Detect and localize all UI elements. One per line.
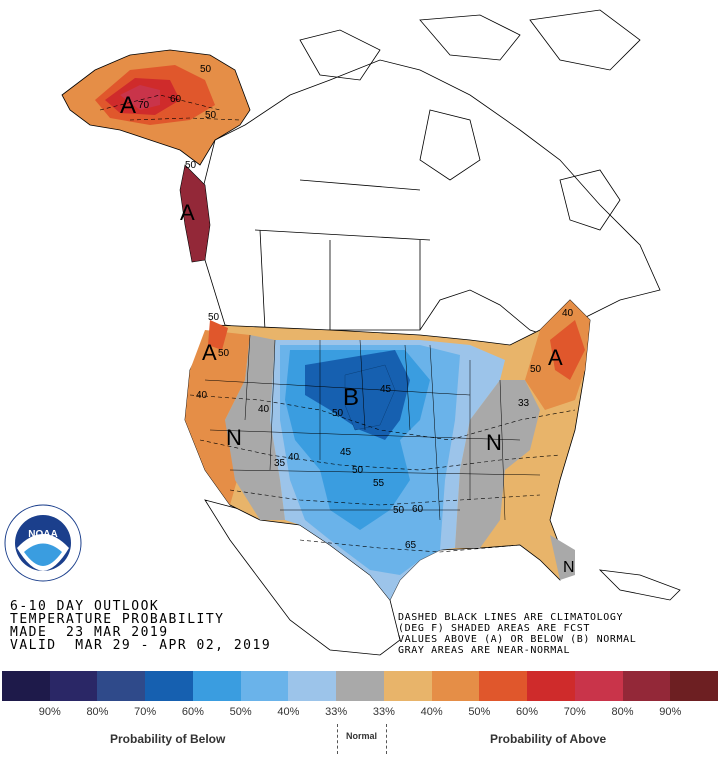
contour-label: 60 — [170, 94, 182, 105]
legend-swatch — [49, 671, 98, 701]
contour-label: 50 — [218, 348, 230, 359]
contour-label: 65 — [405, 540, 417, 551]
contour-label: 50 — [393, 505, 405, 516]
notes-line-2: (DEG F) SHADED AREAS ARE FCST — [398, 623, 590, 634]
probability-legend — [2, 671, 719, 701]
contour-label: 60 — [412, 504, 424, 515]
contour-label: 50 — [208, 312, 220, 323]
contour-label: 45 — [380, 384, 392, 395]
contour-label: 40 — [288, 452, 300, 463]
legend-label: 33% — [325, 706, 348, 718]
above-group-label: Probability of Above — [490, 732, 607, 746]
legend-label: 80% — [86, 706, 109, 718]
legend-label: 50% — [229, 706, 252, 718]
legend-swatch — [574, 671, 623, 701]
legend-swatch — [622, 671, 671, 701]
notes-line-3: VALUES ABOVE (A) OR BELOW (B) NORMAL — [398, 634, 637, 645]
contour-label: 70 — [138, 100, 150, 111]
noaa-logo-text: NOAA — [28, 529, 57, 540]
legend-swatch — [527, 671, 575, 701]
legend-label: 50% — [468, 706, 491, 718]
legend-swatch — [288, 671, 337, 701]
noaa-logo: NOAA — [4, 504, 82, 582]
west-n-label: N — [226, 425, 242, 450]
normal-divider-left — [337, 724, 338, 754]
east-a-label: A — [548, 345, 563, 370]
contour-label: 50 — [205, 110, 217, 121]
outlook-map: A A A A B N N N 70 50 50 60 50 50 50 40 … — [4, 9, 681, 656]
legend-swatch — [192, 671, 241, 701]
outlook-line-3: MADE 23 MAR 2019 — [10, 625, 169, 640]
contour-label: 50 — [185, 160, 197, 171]
legend-swatch — [479, 671, 528, 701]
legend-label: 70% — [563, 706, 586, 718]
contour-label: 55 — [373, 478, 385, 489]
legend-label: 90% — [38, 706, 61, 718]
below-group-label: Probability of Below — [110, 732, 226, 746]
legend-swatch — [145, 671, 193, 701]
contour-label: 40 — [196, 390, 208, 401]
legend-label: 80% — [611, 706, 634, 718]
legend-label: 70% — [134, 706, 157, 718]
legend-label: 40% — [277, 706, 300, 718]
notes-line-1: DASHED BLACK LINES ARE CLIMATOLOGY — [398, 612, 624, 623]
legend-swatch — [431, 671, 480, 701]
notes-line-4: GRAY AREAS ARE NEAR-NORMAL — [398, 645, 571, 656]
contour-label: 50 — [530, 364, 542, 375]
panhandle-region — [179, 164, 211, 263]
legend-swatch — [97, 671, 146, 701]
legend-swatch — [240, 671, 289, 701]
florida-n-label: N — [563, 559, 575, 576]
legend-label: 60% — [516, 706, 539, 718]
legend-label: 40% — [420, 706, 443, 718]
legend-swatch — [336, 671, 384, 701]
legend-label: 60% — [181, 706, 204, 718]
contour-label: 45 — [340, 447, 352, 458]
outlook-line-2: TEMPERATURE PROBABILITY — [10, 612, 225, 627]
alaska-a-label: A — [120, 92, 136, 119]
contour-label: 50 — [332, 408, 344, 419]
central-b-label: B — [343, 384, 359, 411]
west-a-label: A — [202, 340, 217, 365]
contour-label: 40 — [258, 404, 270, 415]
contour-label: 50 — [200, 64, 212, 75]
map-notes: DASHED BLACK LINES ARE CLIMATOLOGY (DEG F… — [398, 612, 636, 656]
legend-labels: 90% 80% 70% 60% 50% 40% 33% 33% 40% 50% 60% 70% 80% 9… — [2, 706, 718, 718]
legend-label: 33% — [372, 706, 395, 718]
outlook-title-block: 6-10 DAY OUTLOOK TEMPERATURE PROBABILITY M… — [10, 600, 271, 652]
contour-label: 40 — [562, 308, 574, 319]
legend-label: 90% — [659, 706, 682, 718]
contour-label: 35 — [274, 458, 286, 469]
legend-swatch — [670, 671, 719, 701]
normal-divider-right — [386, 724, 387, 754]
normal-group-label: Normal — [346, 731, 378, 741]
west-normal-region — [225, 335, 285, 520]
legend-label-spacer — [694, 706, 718, 718]
legend-swatch — [383, 671, 432, 701]
contour-label: 50 — [352, 465, 364, 476]
outlook-line-4: VALID MAR 29 - APR 02, 2019 — [10, 638, 272, 653]
east-n-label: N — [486, 430, 502, 455]
outlook-line-1: 6-10 DAY OUTLOOK — [10, 599, 160, 614]
contour-label: 33 — [518, 398, 530, 409]
panhandle-a-label: A — [180, 200, 195, 225]
east-normal-region — [455, 380, 540, 548]
legend-swatch — [2, 671, 50, 701]
canada-outline — [199, 59, 661, 341]
legend-label-spacer — [2, 706, 26, 718]
